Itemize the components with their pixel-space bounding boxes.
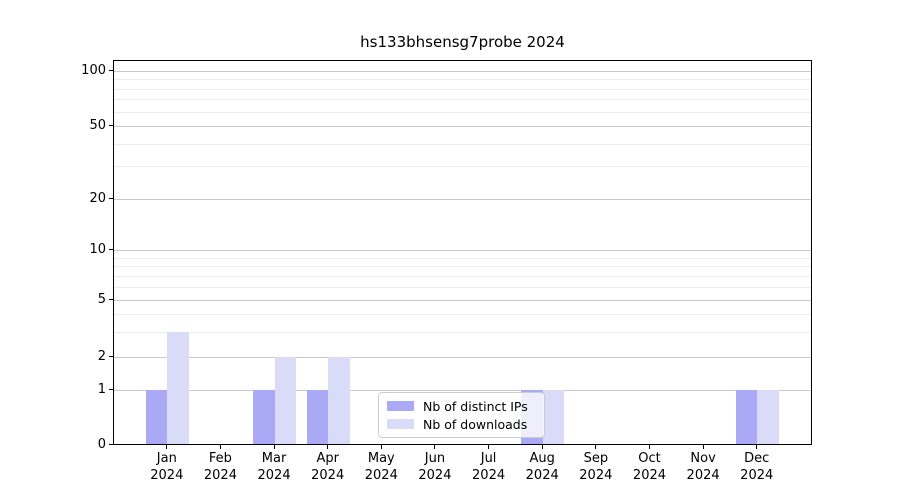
y-tick-mark: [109, 299, 113, 300]
x-tick-mark: [327, 445, 329, 449]
chart-title: hs133bhsensg7probe 2024: [360, 33, 565, 51]
gridline-minor: [114, 79, 811, 81]
y-tick-mark: [109, 125, 113, 126]
bar-downloads-mar: [274, 357, 297, 444]
x-tick-mark: [488, 445, 490, 449]
legend-item-downloads: Nb of downloads: [387, 417, 536, 432]
y-tick-label-2: 2: [97, 349, 106, 364]
gridline-minor: [114, 275, 811, 277]
x-tick-label-may: May 2024: [364, 451, 398, 483]
x-tick-label-mar: Mar 2024: [257, 451, 291, 483]
gridline-minor: [114, 266, 811, 268]
x-tick-mark: [648, 445, 650, 449]
y-tick-label-100: 100: [81, 63, 106, 78]
x-tick-mark: [702, 445, 704, 449]
x-tick-label-oct: Oct 2024: [632, 451, 667, 483]
bar-downloads-jan: [167, 331, 189, 444]
y-tick-label-0: 0: [97, 437, 106, 452]
x-tick-mark: [380, 445, 382, 449]
gridline-minor: [114, 166, 811, 168]
x-tick-mark: [434, 445, 436, 449]
gridline-major: [114, 300, 811, 301]
gridline-major: [114, 198, 811, 200]
x-tick-label-feb: Feb 2024: [203, 451, 237, 483]
x-tick-label-jan: Jan 2024: [150, 451, 184, 483]
x-tick-label-aug: Aug 2024: [525, 451, 559, 483]
gridline-minor: [114, 331, 811, 333]
y-tick-mark: [109, 388, 113, 390]
y-tick-label-5: 5: [97, 292, 106, 307]
x-tick-mark: [273, 445, 275, 449]
bar-distinct-ips-apr: [306, 389, 329, 444]
gridline-major: [114, 357, 811, 358]
y-tick-mark: [109, 70, 113, 71]
gridline-major: [114, 126, 811, 127]
bar-downloads-aug: [542, 389, 565, 444]
y-tick-mark: [109, 356, 113, 357]
x-tick-mark: [219, 445, 221, 449]
x-tick-mark: [541, 445, 543, 449]
y-tick-mark: [109, 444, 113, 445]
legend-item-distinct-ips: Nb of distinct IPs: [387, 399, 536, 414]
gridline-major: [114, 250, 811, 251]
x-tick-label-nov: Nov 2024: [686, 451, 720, 483]
y-tick-label-20: 20: [89, 190, 106, 206]
y-tick-label-10: 10: [89, 242, 106, 257]
bar-distinct-ips-dec: [735, 389, 758, 444]
bar-downloads-apr: [328, 357, 350, 444]
legend-label-distinct-ips: Nb of distinct IPs: [423, 398, 528, 414]
gridline-minor: [114, 257, 811, 259]
gridline-minor: [114, 286, 811, 288]
legend: Nb of distinct IPs Nb of downloads: [378, 392, 545, 438]
gridline-minor: [114, 111, 811, 113]
legend-label-downloads: Nb of downloads: [423, 416, 528, 432]
x-tick-label-jun: Jun 2024: [418, 451, 452, 483]
x-tick-mark: [595, 445, 597, 449]
bar-distinct-ips-mar: [253, 389, 275, 444]
bar-downloads-dec: [757, 389, 779, 444]
x-tick-label-sep: Sep 2024: [579, 451, 613, 483]
bar-distinct-ips-jan: [145, 389, 168, 444]
y-tick-mark: [109, 197, 113, 199]
gridline-minor: [114, 143, 811, 145]
legend-swatch-downloads-icon: [387, 419, 414, 429]
y-tick-label-1: 1: [97, 381, 106, 397]
x-tick-label-jul: Jul 2024: [472, 451, 506, 483]
legend-swatch-distinct-ips-icon: [387, 401, 414, 411]
gridline-major: [114, 71, 811, 72]
y-tick-mark: [109, 249, 113, 250]
plot-area: [113, 60, 812, 445]
gridline-minor: [114, 99, 811, 101]
gridline-major: [114, 389, 811, 391]
x-tick-mark: [756, 445, 758, 449]
x-tick-label-apr: Apr 2024: [311, 451, 345, 483]
y-tick-label-50: 50: [89, 118, 106, 133]
x-tick-label-dec: Dec 2024: [740, 451, 774, 483]
gridline-minor: [114, 88, 811, 90]
gridline-minor: [114, 313, 811, 315]
x-tick-mark: [166, 445, 168, 449]
